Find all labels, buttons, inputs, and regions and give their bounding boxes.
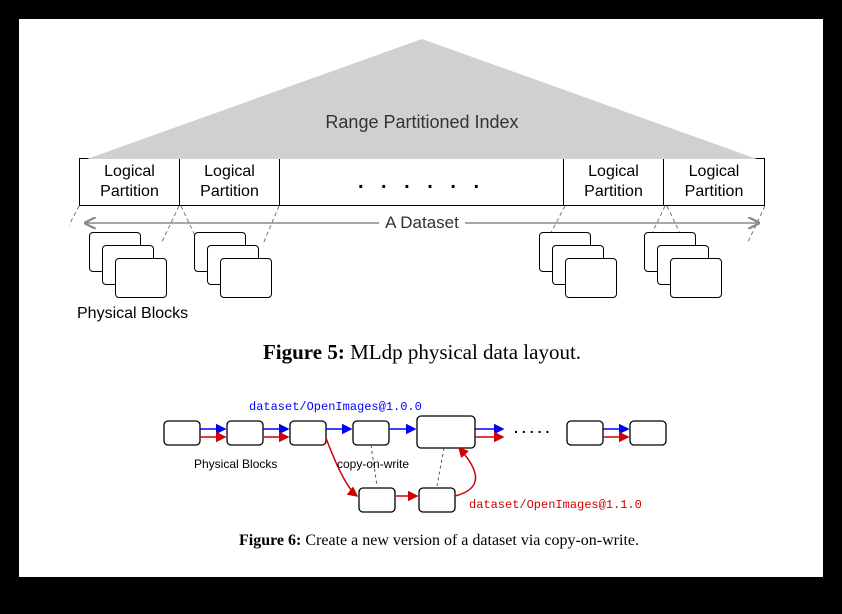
figure-5-caption: Figure 5: MLdp physical data layout. xyxy=(79,340,765,365)
partition-row: Logical Partition Logical Partition . . … xyxy=(79,158,765,206)
block-stack xyxy=(644,232,724,302)
dataset-v2-label: dataset/OpenImages@1.1.0 xyxy=(469,498,642,512)
block xyxy=(567,421,603,445)
copy-on-write-label: copy-on-write xyxy=(337,457,409,471)
block xyxy=(670,258,722,298)
partition-line2: Partition xyxy=(200,183,259,200)
block xyxy=(359,488,395,512)
figure-5: Range Partitioned Index Logical Partitio… xyxy=(79,39,765,365)
partition-line2: Partition xyxy=(100,183,159,200)
physical-blocks-label-f6: Physical Blocks xyxy=(194,457,277,471)
block-stack xyxy=(194,232,274,302)
figure-6: dataset/OpenImages@1.0.0 ..... Physical … xyxy=(159,396,719,550)
figure-6-svg: dataset/OpenImages@1.0.0 ..... Physical … xyxy=(159,396,719,526)
partition-cell: Logical Partition xyxy=(664,159,764,205)
physical-blocks-row: Physical Blocks xyxy=(79,232,765,332)
block xyxy=(164,421,200,445)
dataset-v1-label: dataset/OpenImages@1.0.0 xyxy=(249,400,422,414)
partition-cell: Logical Partition xyxy=(80,159,180,205)
range-index-label: Range Partitioned Index xyxy=(79,112,765,133)
partition-cell: Logical Partition xyxy=(180,159,280,205)
partition-line1: Logical xyxy=(204,163,255,180)
block xyxy=(227,421,263,445)
block xyxy=(565,258,617,298)
range-index-triangle xyxy=(87,39,757,159)
figure-6-caption: Figure 6: Create a new version of a data… xyxy=(159,532,719,550)
partition-line1: Logical xyxy=(588,163,639,180)
block xyxy=(115,258,167,298)
block xyxy=(417,416,475,448)
page-root: Range Partitioned Index Logical Partitio… xyxy=(18,18,824,578)
figure-5-caption-text: MLdp physical data layout. xyxy=(345,340,581,364)
partition-line2: Partition xyxy=(685,183,744,200)
block xyxy=(419,488,455,512)
partition-line1: Logical xyxy=(689,163,740,180)
figure-6-caption-text: Create a new version of a dataset via co… xyxy=(301,532,639,549)
block-stack xyxy=(89,232,169,302)
figure-5-caption-bold: Figure 5: xyxy=(263,340,345,364)
block xyxy=(353,421,389,445)
partition-line2: Partition xyxy=(584,183,643,200)
partition-ellipsis: . . . . . . xyxy=(280,159,564,205)
physical-blocks-label: Physical Blocks xyxy=(77,305,188,323)
block xyxy=(290,421,326,445)
block xyxy=(220,258,272,298)
triangle-container: Range Partitioned Index xyxy=(79,39,765,159)
figure-6-caption-bold: Figure 6: xyxy=(239,532,301,549)
figure-6-dots: ..... xyxy=(514,420,553,436)
partition-line1: Logical xyxy=(104,163,155,180)
partition-cell: Logical Partition xyxy=(564,159,664,205)
block xyxy=(630,421,666,445)
block-stack xyxy=(539,232,619,302)
